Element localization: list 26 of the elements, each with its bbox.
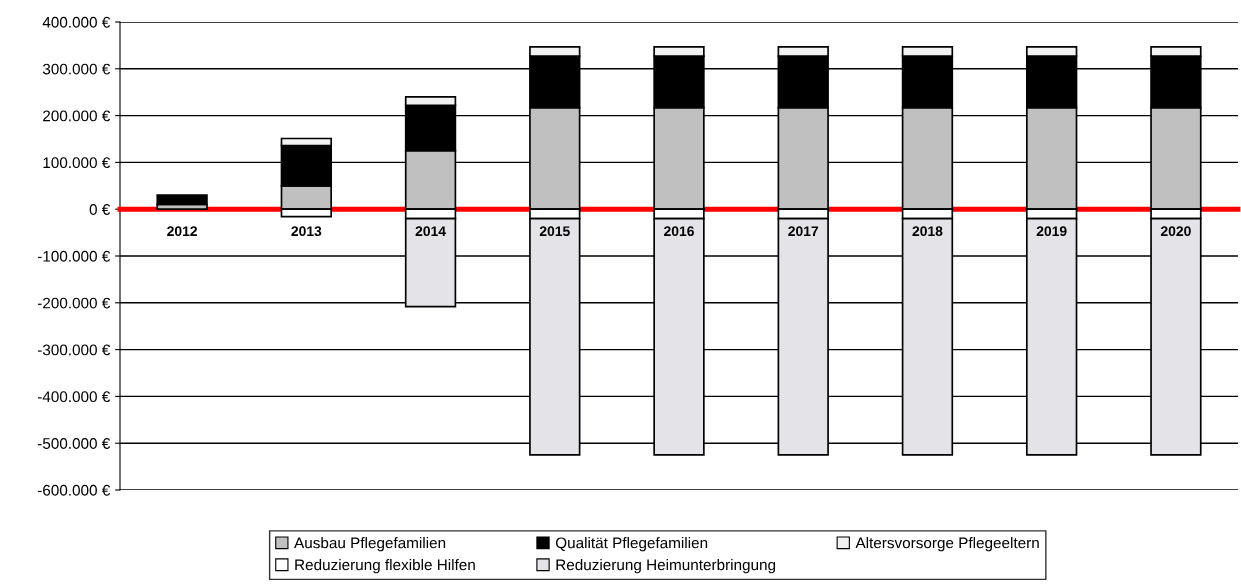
y-tick-label: -500.000 €	[37, 438, 111, 449]
y-tick-label: 200.000 €	[43, 110, 111, 122]
legend-label: Reduzierung Heimunterbringung	[556, 559, 776, 574]
bar	[156, 194, 208, 206]
legend-label: Qualität Pflegefamilien	[555, 537, 708, 552]
y-tick-label: 400.000 €	[42, 16, 111, 28]
y-tick-label: 0 €	[89, 204, 111, 215]
legend-label: Ausbau Pflegefamilien	[294, 537, 446, 552]
y-tick-label: -600.000 €	[37, 484, 111, 496]
x-tick-label: 2016	[664, 226, 694, 237]
x-tick-label: 2020	[1160, 226, 1191, 237]
x-tick-label: 2012	[167, 226, 198, 237]
y-tick-label: -200.000 €	[37, 297, 111, 309]
y-tick-label: 100.000 €	[43, 157, 111, 169]
x-tick-label: 2013	[291, 226, 322, 237]
x-tick-label: 2014	[415, 226, 446, 237]
y-tick-label: 300.000 €	[42, 63, 111, 75]
x-tick-label: 2018	[912, 226, 943, 237]
y-tick-label: -100.000 €	[37, 250, 111, 262]
x-tick-label: 2019	[1036, 226, 1067, 237]
y-tick-label: -400.000 €	[37, 391, 111, 403]
x-tick-label: 2017	[788, 226, 819, 237]
legend-label: Reduzierung flexible Hilfen	[295, 559, 475, 574]
x-tick-label: 2015	[539, 226, 570, 237]
legend-label: Altersvorsorge Pflegeeltern	[855, 537, 1039, 552]
y-tick-label: -300.000 €	[37, 344, 111, 356]
